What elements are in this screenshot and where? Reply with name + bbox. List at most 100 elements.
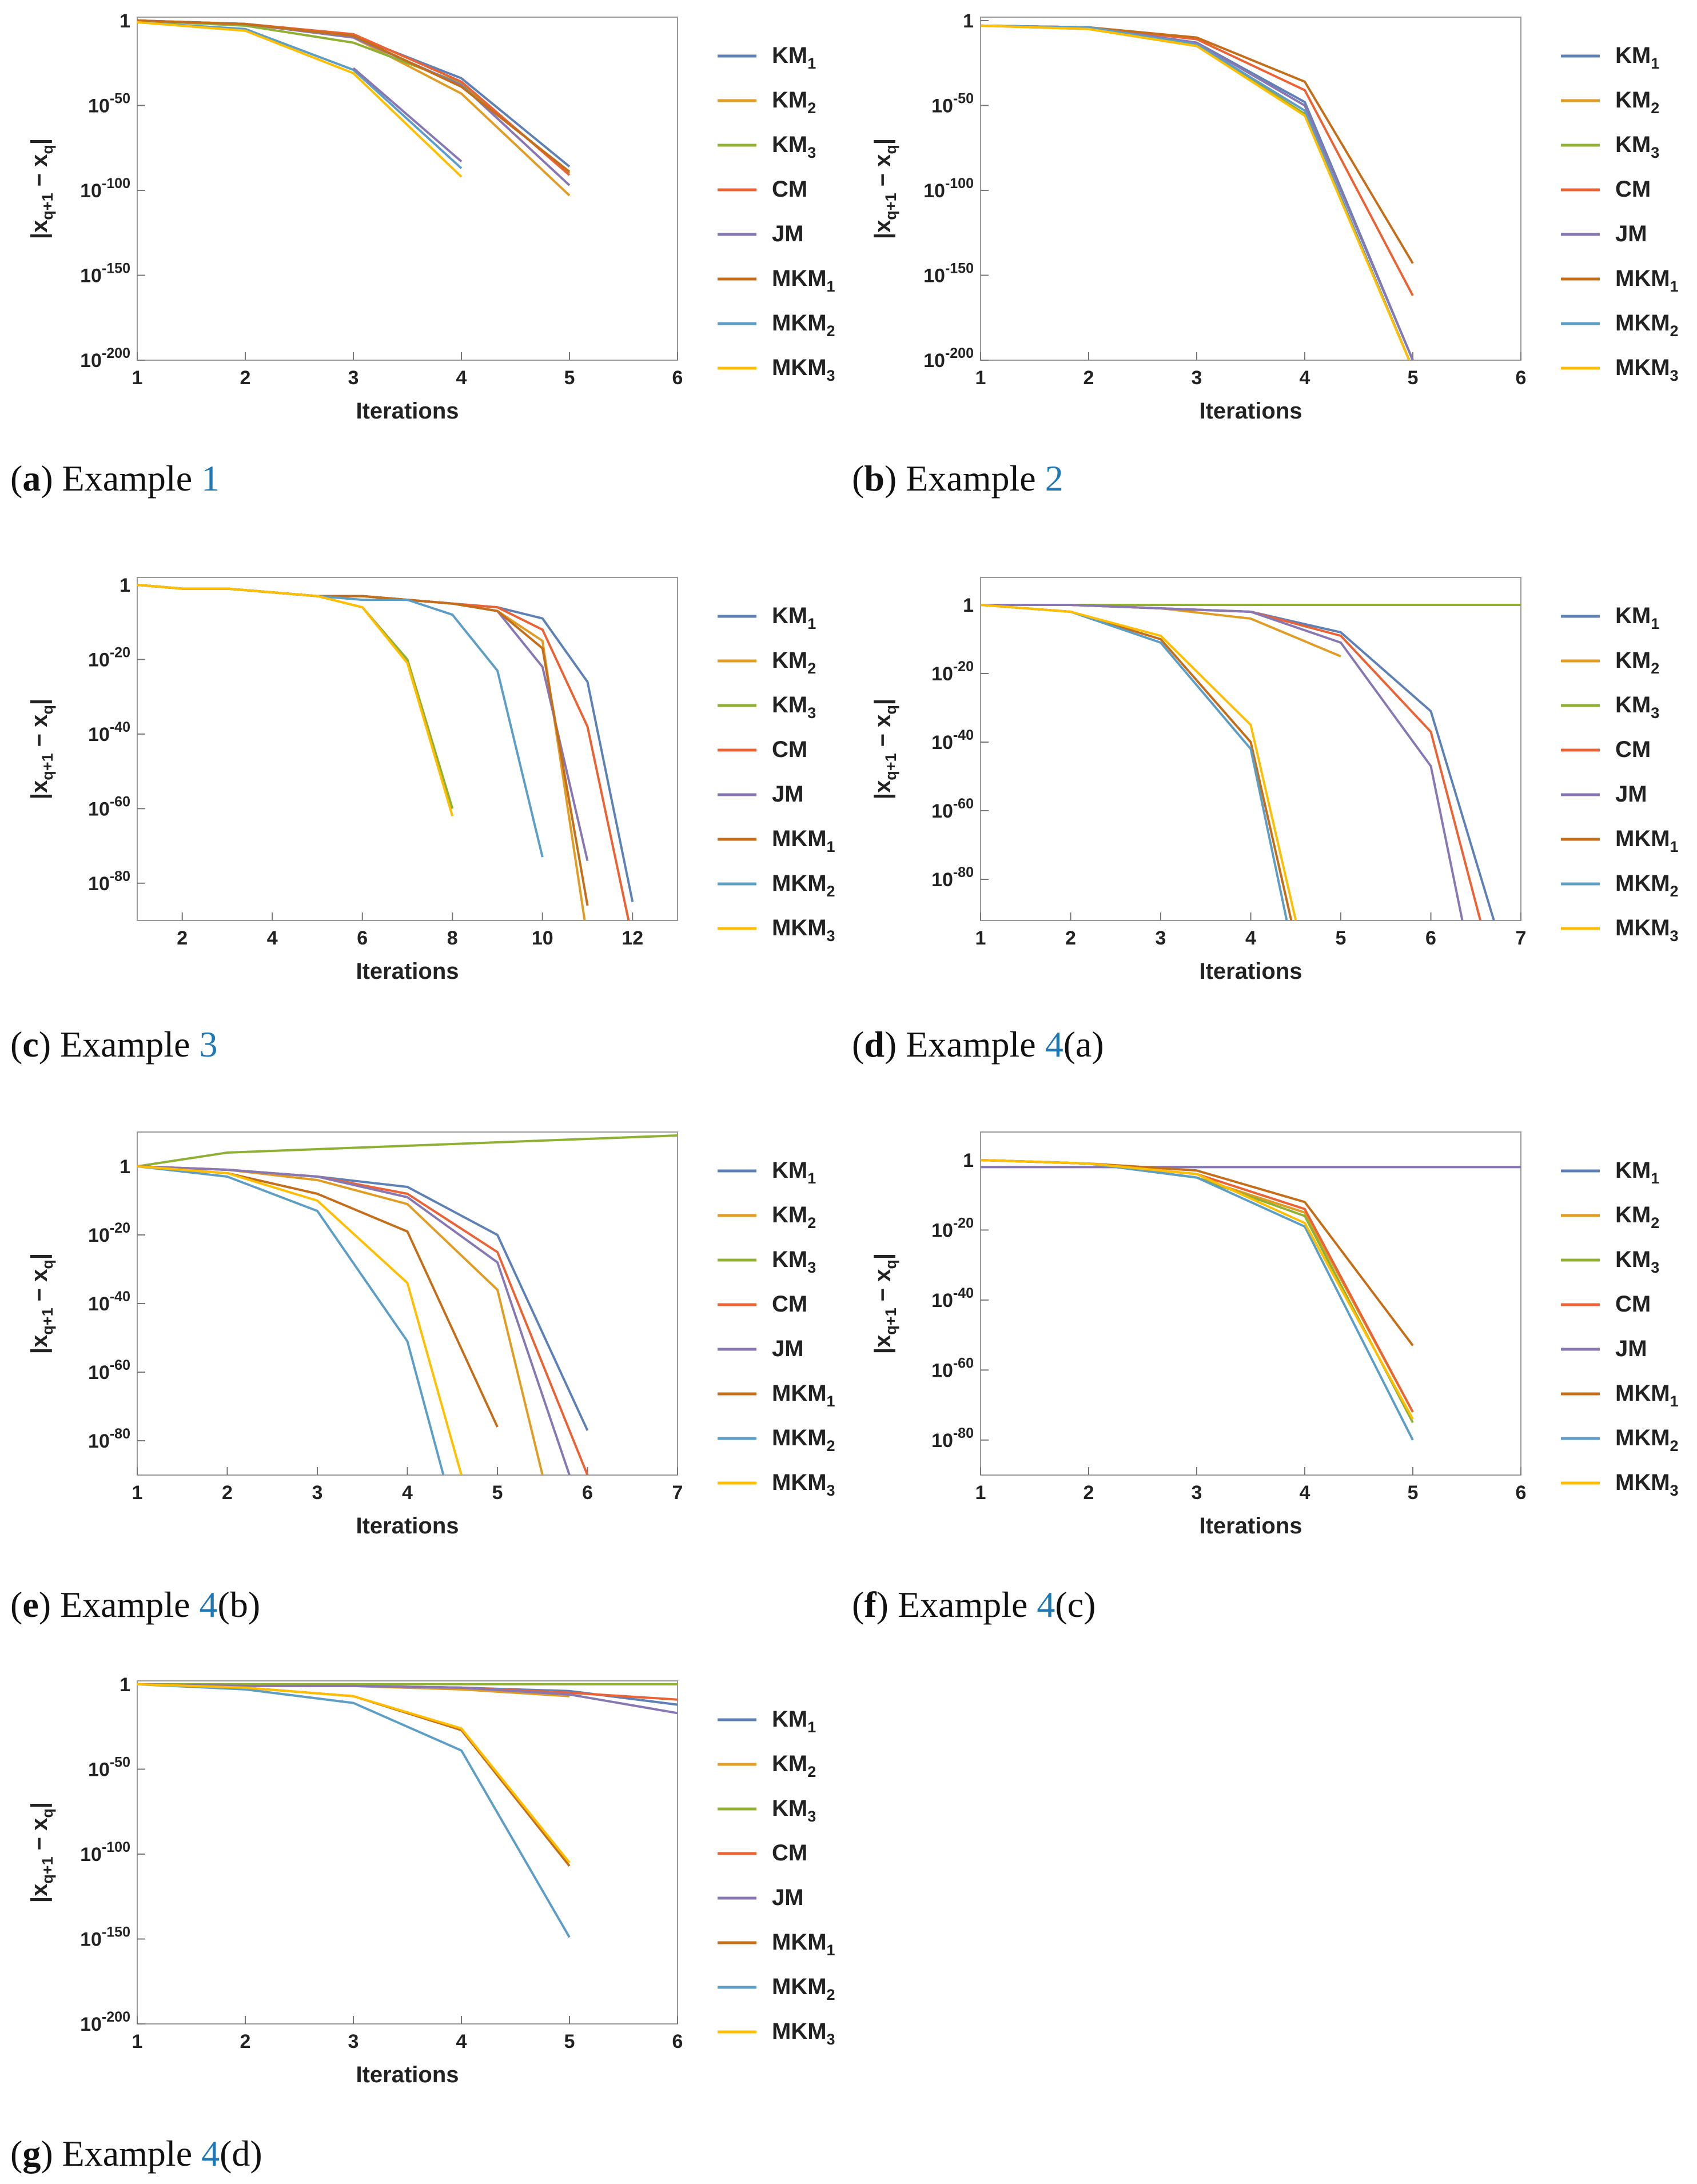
legend-label-km3: KM3 <box>1615 1247 1659 1276</box>
y-tick-label: 10-150 <box>80 260 130 286</box>
x-tick-label: 4 <box>456 2031 467 2053</box>
caption-e: (e) Example 4(b) <box>10 1584 261 1625</box>
legend-label-mkm1: MKM1 <box>772 1930 835 1959</box>
y-tick-label: 1 <box>119 10 130 32</box>
x-tick-label: 3 <box>1192 367 1202 389</box>
y-tick-label: 10-40 <box>88 1289 130 1315</box>
legend-label-jm: JM <box>1615 1336 1647 1361</box>
y-axis-label: |xq+1 − xq| <box>870 1253 899 1354</box>
y-tick-label: 10-20 <box>931 1215 974 1241</box>
caption-ref-link[interactable]: 4 <box>1037 1584 1055 1625</box>
x-tick-label: 4 <box>267 927 278 949</box>
x-tick-label: 3 <box>312 1482 323 1504</box>
series-line-km1 <box>137 1165 589 1431</box>
x-tick-label: 2 <box>1065 927 1076 949</box>
series-line-jm <box>137 1165 571 1475</box>
series-line-jm <box>981 604 1464 920</box>
y-tick-label: 10-80 <box>931 1425 974 1452</box>
x-tick-label: 2 <box>240 2031 251 2053</box>
y-tick-label: 10-20 <box>931 659 974 685</box>
caption-suffix: (a) <box>1063 1024 1104 1065</box>
x-tick-label: 5 <box>564 2031 575 2053</box>
y-tick-label: 10-20 <box>88 1220 130 1246</box>
x-tick-label: 3 <box>348 367 359 389</box>
series-line-km2 <box>981 1159 1414 1413</box>
legend-label-mkm1: MKM1 <box>772 1381 835 1410</box>
series-line-mkm3 <box>137 1683 571 1864</box>
y-axis-label: |xq+1 − xq| <box>870 699 899 799</box>
series-line-cm <box>981 1159 1414 1413</box>
legend-label-km3: KM3 <box>772 132 816 161</box>
chart-svg: 1 2 3 4 5 6 1 10-20 10-40 10-60 10-80 Iterations |xq… <box>870 1131 1679 1539</box>
x-tick-label: 1 <box>132 2031 143 2053</box>
chart-svg: 1 2 3 4 5 6 1 10-50 10-100 10-150 10-200 Iterations… <box>27 1674 835 2087</box>
legend-label-mkm3: MKM3 <box>1615 1470 1679 1499</box>
series-line-km2 <box>981 604 1341 657</box>
y-axis-label: |xq+1 − xq| <box>27 1253 56 1354</box>
x-tick-label: 5 <box>1336 927 1347 949</box>
caption-ref-link[interactable]: 1 <box>201 458 220 499</box>
x-tick-label: 12 <box>622 927 643 949</box>
chart-panel-d: 1 2 3 4 5 6 7 1 10-20 10-40 10-60 10-80 Iterations |x… <box>855 566 1690 1001</box>
legend-label-mkm3: MKM3 <box>772 1470 835 1499</box>
chart-panel-a: 1 2 3 4 5 6 1 10-50 10-100 10-150 10-200 Iterations… <box>11 6 846 440</box>
y-tick-label: 10-50 <box>88 1754 130 1780</box>
plot-frame <box>137 1131 678 1476</box>
chart-svg: 2 4 6 8 10 12 1 10-20 10-40 10-60 10-80 Iterations |… <box>27 575 835 984</box>
caption-ref-link[interactable]: 2 <box>1045 458 1063 499</box>
series-line-mkm2 <box>981 24 1411 360</box>
legend-label-km1: KM1 <box>1615 43 1659 72</box>
series-line-km2 <box>137 19 571 197</box>
legend-label-mkm1: MKM1 <box>772 826 835 855</box>
x-tick-label: 3 <box>1156 927 1166 949</box>
x-axis-label: Iterations <box>356 398 459 424</box>
series-line-mkm1 <box>981 24 1414 264</box>
caption-ref-link[interactable]: 4 <box>1045 1024 1063 1065</box>
legend-label-km1: KM1 <box>772 1158 816 1187</box>
x-tick-label: 1 <box>975 1482 986 1504</box>
y-tick-label: 1 <box>963 1150 974 1171</box>
series-line-km2 <box>981 24 1411 360</box>
caption-suffix: (d) <box>220 2133 262 2174</box>
x-tick-label: 4 <box>1300 367 1310 389</box>
series-line-mkm2 <box>137 21 463 169</box>
y-tick-label: 10-40 <box>88 719 130 746</box>
y-axis-label: |xq+1 − xq| <box>27 1802 56 1903</box>
x-tick-label: 6 <box>1516 367 1527 389</box>
x-tick-label: 5 <box>564 367 575 389</box>
chart-panel-e: 1 2 3 4 5 6 7 1 10-20 10-40 10-60 10-80 Iterations |x… <box>11 1121 846 1555</box>
x-axis-label: Iterations <box>356 2062 459 2087</box>
legend-label-km3: KM3 <box>772 1796 816 1825</box>
legend-label-mkm3: MKM3 <box>772 915 835 944</box>
series-line-mkm3 <box>137 21 463 178</box>
x-axis-label: Iterations <box>1199 398 1302 424</box>
y-tick-label: 1 <box>119 575 130 596</box>
legend-label-km2: KM2 <box>772 87 816 117</box>
caption-text: Example <box>62 458 193 499</box>
x-axis-label: Iterations <box>1199 959 1302 984</box>
y-tick-label: 10-80 <box>931 864 974 891</box>
caption-ref-link[interactable]: 3 <box>199 1024 218 1065</box>
y-tick-label: 1 <box>963 10 974 32</box>
y-tick-label: 10-40 <box>931 727 974 754</box>
x-tick-label: 6 <box>672 2031 683 2053</box>
series-line-jm <box>137 1683 678 1715</box>
legend-label-km2: KM2 <box>772 1751 816 1780</box>
x-tick-label: 6 <box>1516 1482 1527 1504</box>
y-axis-label: |xq+1 − xq| <box>27 699 56 799</box>
series-line-km1 <box>981 24 1414 360</box>
caption-ref-link[interactable]: 4 <box>199 1584 218 1625</box>
chart-panel-g: 1 2 3 4 5 6 1 10-50 10-100 10-150 10-200 Iterations… <box>11 1669 846 2104</box>
plot-frame <box>137 17 678 361</box>
x-tick-label: 7 <box>672 1482 683 1504</box>
legend-label-mkm2: MKM2 <box>772 1425 835 1454</box>
x-tick-label: 3 <box>1192 1482 1202 1504</box>
caption-ref-link[interactable]: 4 <box>201 2133 220 2174</box>
y-tick-label: 10-150 <box>923 260 974 286</box>
caption-text: Example <box>906 458 1036 499</box>
x-tick-label: 5 <box>492 1482 503 1504</box>
y-tick-label: 10-40 <box>931 1285 974 1312</box>
y-tick-label: 10-60 <box>88 794 130 820</box>
y-tick-label: 10-200 <box>923 345 974 372</box>
caption-letter: g <box>22 2133 41 2174</box>
